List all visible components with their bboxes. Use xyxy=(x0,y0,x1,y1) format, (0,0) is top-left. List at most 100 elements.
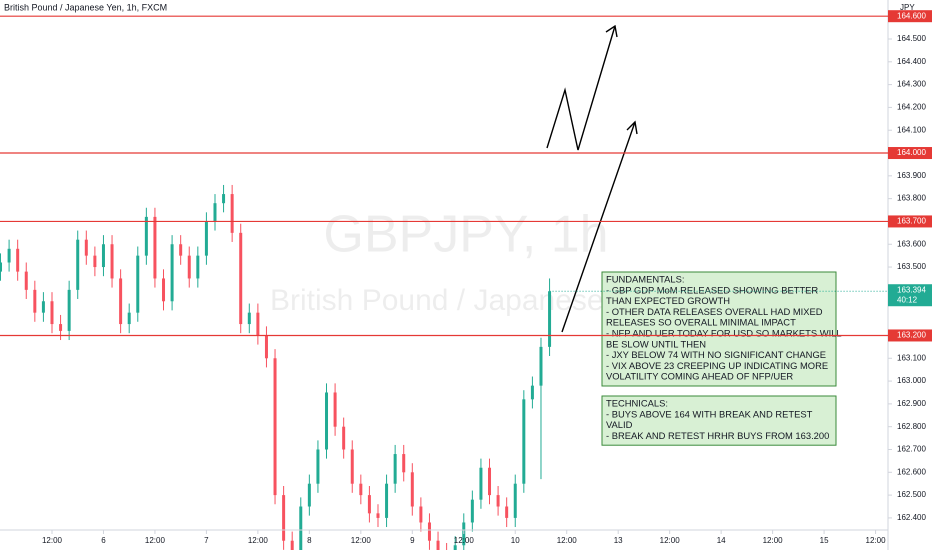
candle-body xyxy=(264,335,268,359)
candle-body xyxy=(119,278,123,325)
candle-body xyxy=(136,255,140,313)
annotation-line: BE SLOW UNTIL THEN xyxy=(606,338,706,349)
candle-body xyxy=(16,248,20,272)
candle-body xyxy=(453,545,457,550)
candle-body xyxy=(50,301,54,325)
y-tick-label: 163.100 xyxy=(897,353,926,362)
level-label: 163.700 xyxy=(897,217,926,226)
last-price-label: 163.394 xyxy=(897,285,926,294)
annotation-line: FUNDAMENTALS: xyxy=(606,273,684,284)
x-tick-label: 10 xyxy=(511,536,520,545)
y-tick-label: 162.400 xyxy=(897,513,926,522)
candle-body xyxy=(539,346,543,386)
y-tick-label: 164.300 xyxy=(897,80,926,89)
annotation-box xyxy=(601,271,837,387)
chart-title: British Pound / Japanese Yen, 1h, FXCM xyxy=(4,2,167,12)
candle-body xyxy=(222,194,226,204)
y-tick-label: 163.000 xyxy=(897,376,926,385)
arrow-path xyxy=(546,25,616,151)
x-tick-label: 7 xyxy=(204,536,209,545)
x-tick-label: 12:00 xyxy=(454,536,475,545)
candle-body xyxy=(359,483,363,496)
candle-body xyxy=(179,244,183,256)
watermark-subtitle: British Pound / Japanese Yen xyxy=(270,284,662,317)
annotation-line: - JXY BELOW 74 WITH NO SIGNIFICANT CHANG… xyxy=(606,349,826,360)
x-tick-label: 12:00 xyxy=(763,536,784,545)
y-tick-label: 164.400 xyxy=(897,57,926,66)
y-tick-label: 162.500 xyxy=(897,490,926,499)
candle-body xyxy=(385,483,389,518)
x-tick-label: 13 xyxy=(614,536,623,545)
candle-body xyxy=(316,449,320,484)
candle-body xyxy=(436,540,440,550)
candle-body xyxy=(76,239,80,290)
candle-body xyxy=(282,495,286,541)
annotations: FUNDAMENTALS:- GBP GDP MoM RELEASED SHOW… xyxy=(601,271,842,446)
candle-body xyxy=(479,467,483,500)
x-tick-label: 12:00 xyxy=(248,536,269,545)
y-tick-label: 164.200 xyxy=(897,103,926,112)
x-tick-label: 9 xyxy=(410,536,415,545)
candle-body xyxy=(522,399,526,484)
candle-body xyxy=(393,454,397,484)
candle-body xyxy=(325,392,329,450)
x-tick-label: 6 xyxy=(101,536,106,545)
candle-body xyxy=(470,499,474,523)
candle-body xyxy=(513,483,517,518)
arrow-path xyxy=(561,121,636,333)
candle-body xyxy=(33,289,37,313)
x-tick-label: 12:00 xyxy=(866,536,887,545)
candle-body xyxy=(110,244,114,279)
annotation-box xyxy=(601,395,837,446)
candle-body xyxy=(196,255,200,279)
annotation-line: - BREAK AND RETEST HRHR BUYS FROM 163.20… xyxy=(606,430,829,441)
annotation-line: - BUYS ABOVE 164 WITH BREAK AND RETEST xyxy=(606,408,813,419)
y-axis-label: JPY xyxy=(900,3,915,12)
y-tick-label: 162.700 xyxy=(897,445,926,454)
candle-body xyxy=(144,216,148,256)
level-label-box xyxy=(888,147,932,160)
candle-body xyxy=(101,244,105,268)
annotation-line: VALID xyxy=(606,419,633,430)
y-tick-label: 163.500 xyxy=(897,262,926,271)
y-tick-label: 164.100 xyxy=(897,125,926,134)
level-label-box xyxy=(888,10,932,23)
candle-body xyxy=(530,385,534,400)
candle-body xyxy=(127,312,131,325)
annotation-line: - NFP AND UER TODAY FOR USD SO MARKETS W… xyxy=(606,327,842,338)
candle-body xyxy=(427,522,431,541)
x-tick-label: 12:00 xyxy=(557,536,578,545)
x-tick-label: 12:00 xyxy=(42,536,63,545)
candle-body xyxy=(273,358,277,496)
x-tick-label: 12:00 xyxy=(145,536,166,545)
annotation-line: - VIX ABOVE 23 CREEPING UP INDICATING MO… xyxy=(606,360,828,371)
y-tick-label: 164.500 xyxy=(897,34,926,43)
candle-body xyxy=(162,278,166,302)
annotation-line: - GBP GDP MoM RELEASED SHOWING BETTER xyxy=(606,284,818,295)
candle-body xyxy=(24,271,28,290)
level-label-box xyxy=(888,215,932,228)
candle-body xyxy=(247,312,251,325)
candle-body xyxy=(41,301,45,313)
y-tick-label: 162.600 xyxy=(897,467,926,476)
candle-body xyxy=(350,449,354,484)
candle-body xyxy=(256,312,260,336)
candle-body xyxy=(93,255,97,268)
countdown: 40:12 xyxy=(897,295,918,304)
plot-area xyxy=(0,184,552,550)
candle-body xyxy=(170,244,174,302)
annotation-line: THAN EXPECTED GROWTH xyxy=(606,295,730,306)
x-tick-label: 12:00 xyxy=(660,536,681,545)
candle-body xyxy=(187,255,191,279)
candle-body xyxy=(333,392,337,427)
y-tick-label: 163.600 xyxy=(897,239,926,248)
x-tick-label: 14 xyxy=(717,536,726,545)
candle-body xyxy=(505,506,509,518)
y-tick-label: 163.800 xyxy=(897,194,926,203)
candle-body xyxy=(84,239,88,256)
candle-body xyxy=(342,426,346,450)
candle-body xyxy=(7,248,11,263)
y-tick-label: 162.900 xyxy=(897,399,926,408)
annotation-line: - OTHER DATA RELEASES OVERALL HAD MIXED xyxy=(606,306,823,317)
candle-body xyxy=(213,203,217,222)
